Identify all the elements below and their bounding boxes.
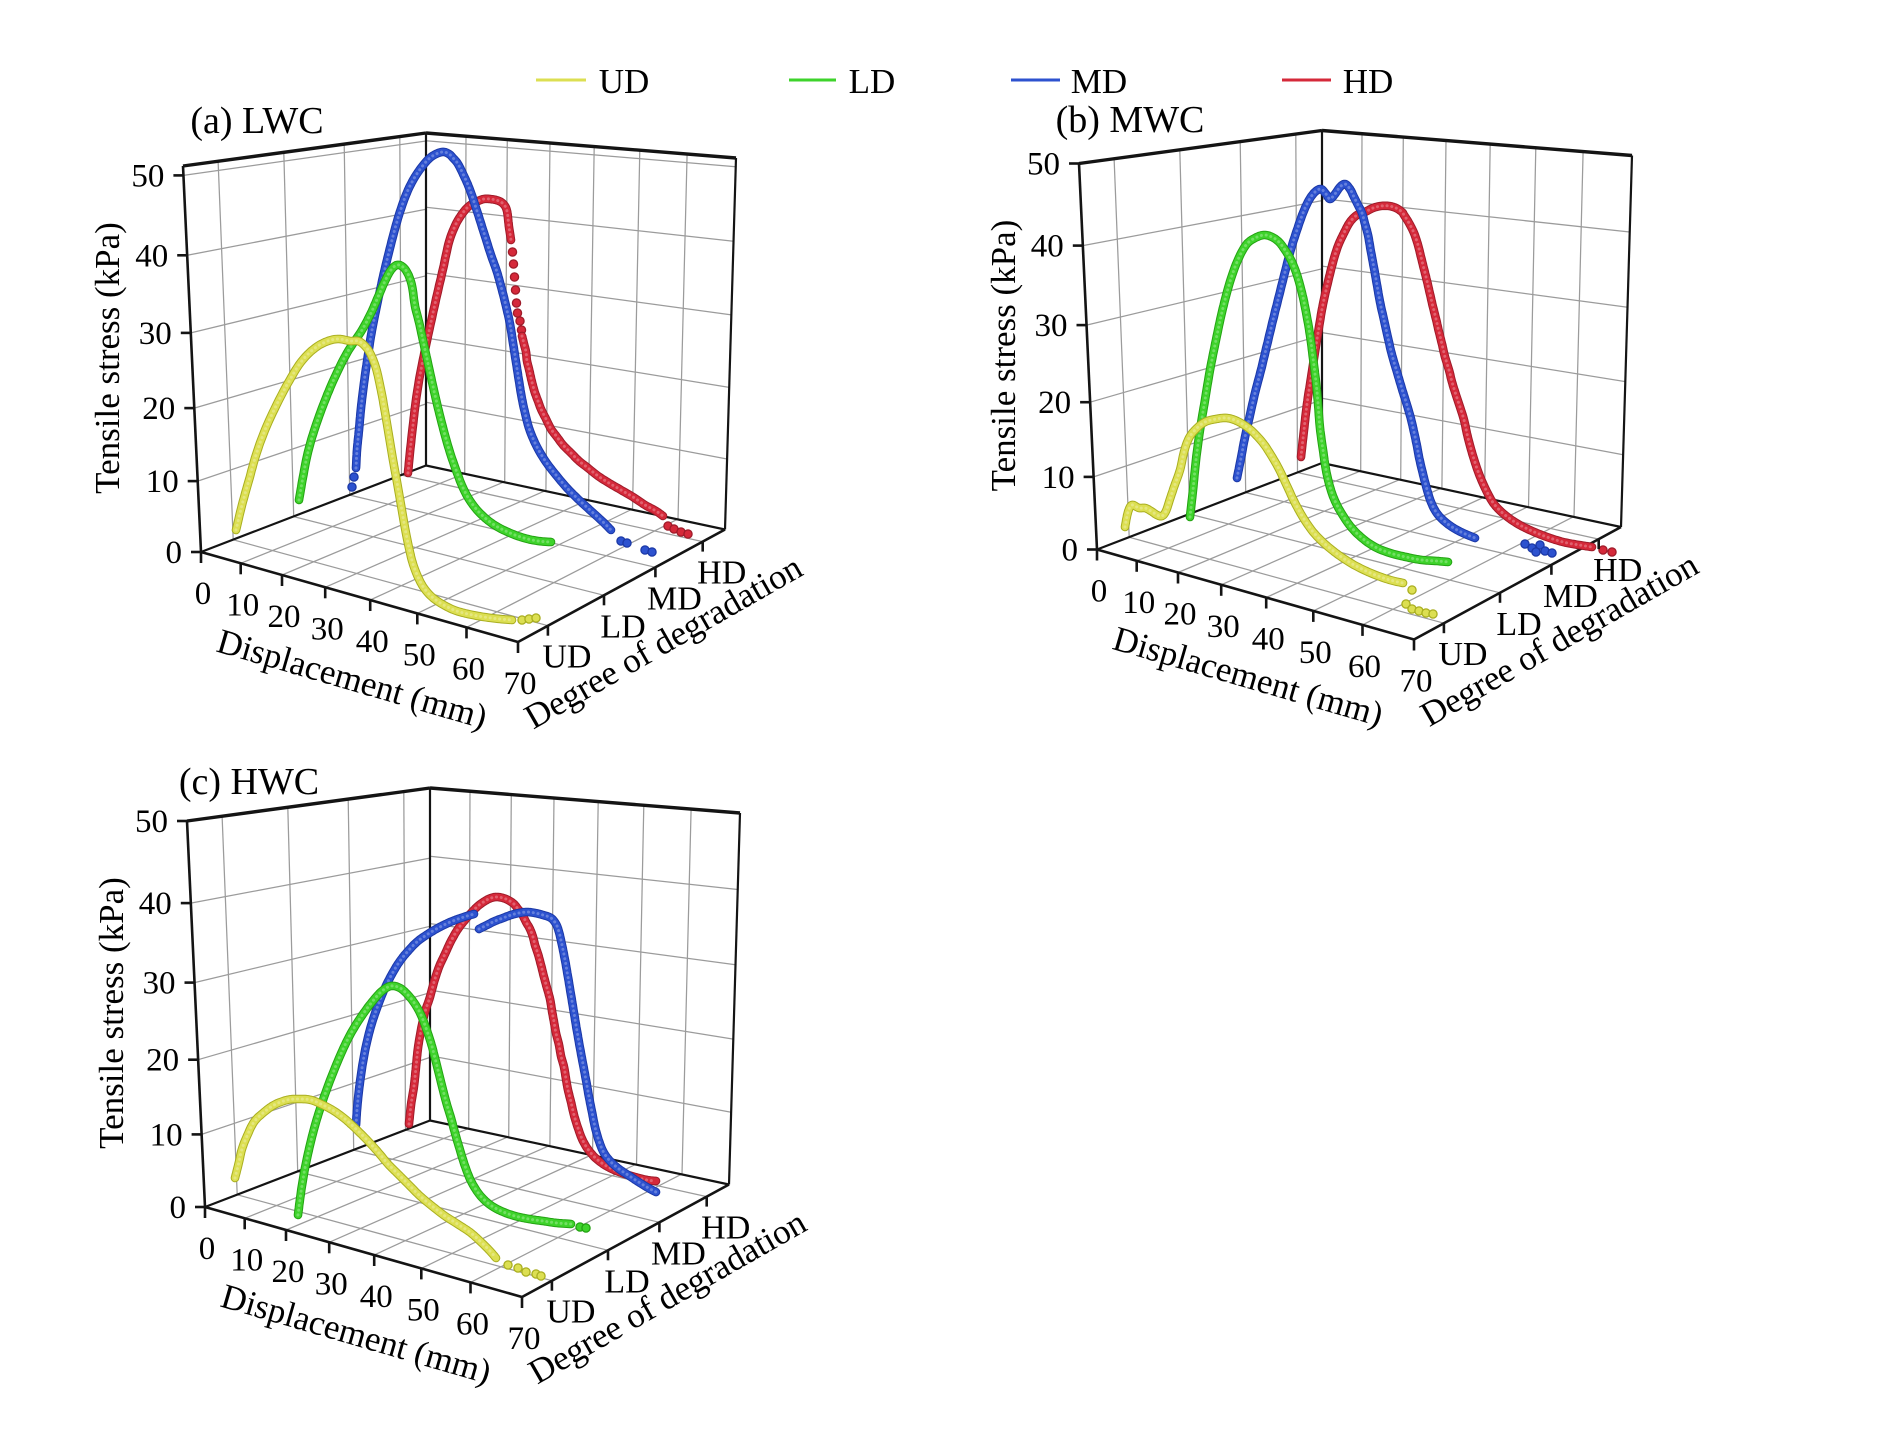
- svg-text:Displacement (mm): Displacement (mm): [1109, 619, 1388, 734]
- svg-text:60: 60: [456, 1306, 489, 1342]
- svg-text:10: 10: [150, 1117, 183, 1153]
- svg-text:50: 50: [131, 158, 164, 194]
- svg-text:20: 20: [142, 391, 175, 427]
- svg-text:10: 10: [226, 587, 259, 623]
- svg-text:Tensile stress (kPa): Tensile stress (kPa): [984, 220, 1023, 492]
- svg-text:50: 50: [1027, 147, 1060, 183]
- svg-text:Tensile stress (kPa): Tensile stress (kPa): [92, 877, 131, 1149]
- svg-text:40: 40: [139, 886, 172, 922]
- svg-text:0: 0: [170, 1190, 187, 1226]
- svg-text:0: 0: [1062, 533, 1079, 569]
- svg-text:30: 30: [315, 1266, 348, 1302]
- svg-text:10: 10: [1042, 460, 1075, 496]
- svg-text:Displacement (mm): Displacement (mm): [217, 1276, 496, 1391]
- svg-text:10: 10: [146, 464, 179, 500]
- svg-text:50: 50: [135, 804, 168, 840]
- svg-text:40: 40: [1252, 622, 1285, 658]
- svg-text:20: 20: [272, 1254, 305, 1290]
- svg-text:Displacement (mm): Displacement (mm): [213, 621, 492, 736]
- svg-text:UD: UD: [1438, 636, 1487, 673]
- svg-text:UD: UD: [599, 62, 650, 101]
- svg-text:30: 30: [1207, 609, 1240, 645]
- svg-text:HD: HD: [1343, 62, 1394, 101]
- svg-text:LD: LD: [600, 608, 645, 645]
- svg-text:MD: MD: [1543, 578, 1598, 615]
- svg-text:10: 10: [1122, 585, 1155, 621]
- svg-text:0: 0: [199, 1231, 216, 1267]
- svg-text:0: 0: [195, 576, 212, 612]
- svg-text:MD: MD: [647, 580, 702, 617]
- svg-text:20: 20: [1164, 597, 1197, 633]
- svg-text:40: 40: [356, 624, 389, 660]
- svg-text:LD: LD: [1496, 606, 1541, 643]
- svg-text:MD: MD: [651, 1235, 706, 1272]
- svg-text:UD: UD: [542, 639, 591, 676]
- svg-text:50: 50: [403, 637, 436, 673]
- svg-text:30: 30: [143, 966, 176, 1002]
- svg-text:70: 70: [504, 666, 537, 702]
- svg-text:HD: HD: [1593, 552, 1642, 589]
- svg-text:0: 0: [166, 535, 183, 571]
- svg-text:70: 70: [508, 1321, 541, 1357]
- svg-text:20: 20: [146, 1043, 179, 1079]
- svg-text:20: 20: [268, 599, 301, 635]
- svg-text:(c) HWC: (c) HWC: [179, 761, 319, 803]
- svg-text:LD: LD: [849, 62, 896, 101]
- svg-text:70: 70: [1400, 664, 1433, 700]
- svg-text:(a) LWC: (a) LWC: [190, 100, 323, 142]
- svg-text:50: 50: [407, 1292, 440, 1328]
- svg-text:10: 10: [230, 1242, 263, 1278]
- svg-text:20: 20: [1038, 385, 1071, 421]
- svg-text:MD: MD: [1071, 62, 1127, 101]
- svg-text:HD: HD: [701, 1210, 750, 1247]
- svg-text:60: 60: [1348, 649, 1381, 685]
- svg-text:40: 40: [135, 238, 168, 274]
- svg-text:(b) MWC: (b) MWC: [1056, 99, 1205, 141]
- svg-text:30: 30: [1035, 308, 1068, 344]
- svg-text:HD: HD: [697, 555, 746, 592]
- svg-text:LD: LD: [604, 1263, 649, 1300]
- svg-text:60: 60: [452, 651, 485, 687]
- svg-text:UD: UD: [546, 1294, 595, 1331]
- svg-text:Tensile stress (kPa): Tensile stress (kPa): [88, 222, 127, 494]
- svg-text:0: 0: [1091, 574, 1108, 610]
- svg-text:40: 40: [1031, 229, 1064, 265]
- svg-text:40: 40: [360, 1279, 393, 1315]
- svg-text:30: 30: [139, 316, 172, 352]
- svg-text:30: 30: [311, 611, 344, 647]
- svg-text:50: 50: [1299, 635, 1332, 671]
